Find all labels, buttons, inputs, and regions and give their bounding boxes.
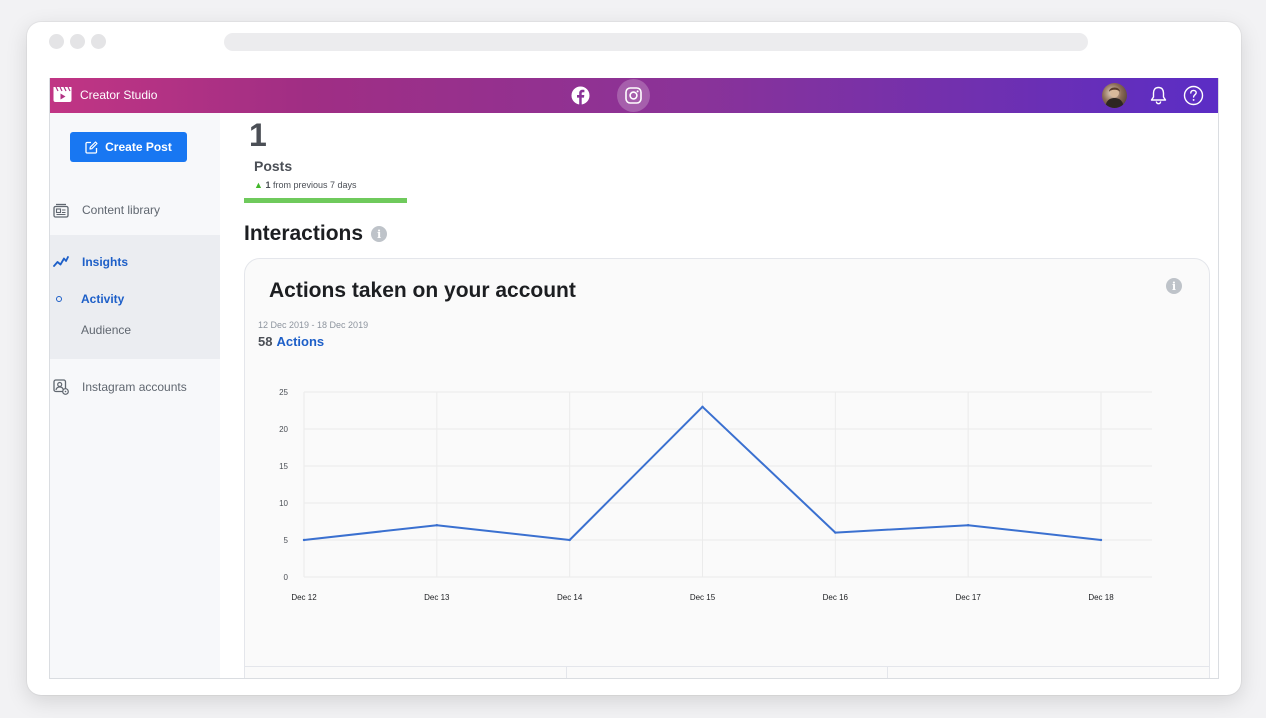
help-icon[interactable] [1183, 85, 1204, 106]
x-tick-label: Dec 12 [291, 593, 317, 602]
instagram-icon [625, 87, 642, 104]
data-point [966, 524, 970, 527]
creator-studio-icon [53, 86, 72, 102]
actions-total: 58 Actions [258, 334, 324, 349]
creator-studio-app: Creator Studio [49, 78, 1219, 679]
profile-photo [1105, 87, 1124, 108]
facebook-icon[interactable] [571, 86, 590, 105]
y-tick-label: 25 [279, 388, 288, 397]
sidebar-item-label: Audience [81, 323, 132, 337]
change-value: 1 [265, 180, 271, 190]
footer-column-divider [887, 667, 888, 678]
browser-window: Creator Studio [27, 22, 1241, 695]
section-title: Interactions i [244, 222, 388, 246]
address-bar[interactable] [224, 33, 1088, 51]
close-window-button[interactable] [49, 34, 64, 49]
x-tick-label: Dec 17 [955, 593, 981, 602]
create-post-button[interactable]: Create Post [70, 132, 187, 162]
sidebar-item-instagram-accounts[interactable]: Instagram accounts [50, 378, 220, 396]
actions-total-label: Actions [276, 334, 325, 349]
footer-column-divider [566, 667, 567, 678]
date-range: 12 Dec 2019 - 18 Dec 2019 [258, 320, 369, 330]
active-bullet-icon [56, 296, 62, 302]
x-tick-label: Dec 13 [424, 593, 450, 602]
app-title: Creator Studio [80, 87, 158, 102]
sidebar-item-audience[interactable]: Audience [81, 323, 131, 337]
data-point [302, 538, 306, 542]
y-tick-label: 0 [284, 573, 289, 582]
insights-group: Insights Activity Audience [50, 235, 220, 359]
top-bar: Creator Studio [50, 78, 1218, 113]
sidebar-item-content-library[interactable]: Content library [50, 201, 220, 219]
data-point [834, 531, 837, 534]
x-tick-label: Dec 15 [690, 593, 716, 602]
actions-total-value: 58 [258, 334, 273, 349]
sidebar-item-label: Instagram accounts [82, 380, 187, 394]
main-content: 1 Posts ▲ 1 from previous 7 days Interac… [220, 113, 1218, 678]
window-controls [49, 34, 106, 49]
change-text: from previous 7 days [272, 180, 357, 190]
data-point [701, 405, 704, 408]
sidebar-item-label: Activity [81, 292, 125, 306]
posts-tab-indicator [244, 198, 407, 203]
data-point [1099, 538, 1103, 542]
interactions-title: Interactions [244, 222, 364, 245]
y-tick-label: 20 [279, 425, 288, 434]
data-point [568, 538, 571, 542]
insights-icon [52, 253, 70, 271]
avatar[interactable] [1102, 83, 1127, 108]
content-library-icon [52, 201, 70, 219]
sidebar-item-label: Insights [82, 255, 129, 269]
instagram-accounts-icon [52, 378, 70, 396]
card-footer-divider [245, 666, 1209, 667]
x-tick-label: Dec 16 [823, 593, 849, 602]
sidebar: Create Post Content library [50, 113, 220, 678]
sidebar-item-label: Content library [82, 203, 161, 217]
info-icon[interactable]: i [371, 226, 388, 242]
x-tick-label: Dec 14 [557, 593, 583, 602]
y-tick-label: 15 [279, 462, 288, 471]
up-arrow-icon: ▲ [254, 180, 263, 190]
instagram-tab[interactable] [617, 79, 650, 112]
posts-change: ▲ 1 from previous 7 days [254, 180, 357, 190]
card-title: Actions taken on your account [269, 279, 576, 302]
actions-line-chart: 0 5 10 15 20 25 Dec 12 Dec 13 Dec 14 Dec 15 Dec 16… [279, 388, 1152, 602]
y-tick-label: 10 [279, 499, 288, 508]
posts-count: 1 [249, 117, 267, 153]
y-tick-label: 5 [284, 536, 289, 545]
maximize-window-button[interactable] [91, 34, 106, 49]
data-point [435, 524, 439, 527]
x-tick-label: Dec 18 [1088, 593, 1114, 602]
brand[interactable]: Creator Studio [53, 86, 157, 103]
minimize-window-button[interactable] [70, 34, 85, 49]
info-icon[interactable]: i [1166, 278, 1182, 294]
create-post-label: Create Post [105, 140, 172, 154]
sidebar-item-insights[interactable]: Insights [50, 253, 220, 271]
actions-card: Actions taken on your account i 12 Dec 2… [244, 258, 1210, 678]
posts-label: Posts [254, 158, 293, 174]
notifications-bell-icon[interactable] [1148, 85, 1169, 106]
edit-icon [85, 140, 98, 154]
